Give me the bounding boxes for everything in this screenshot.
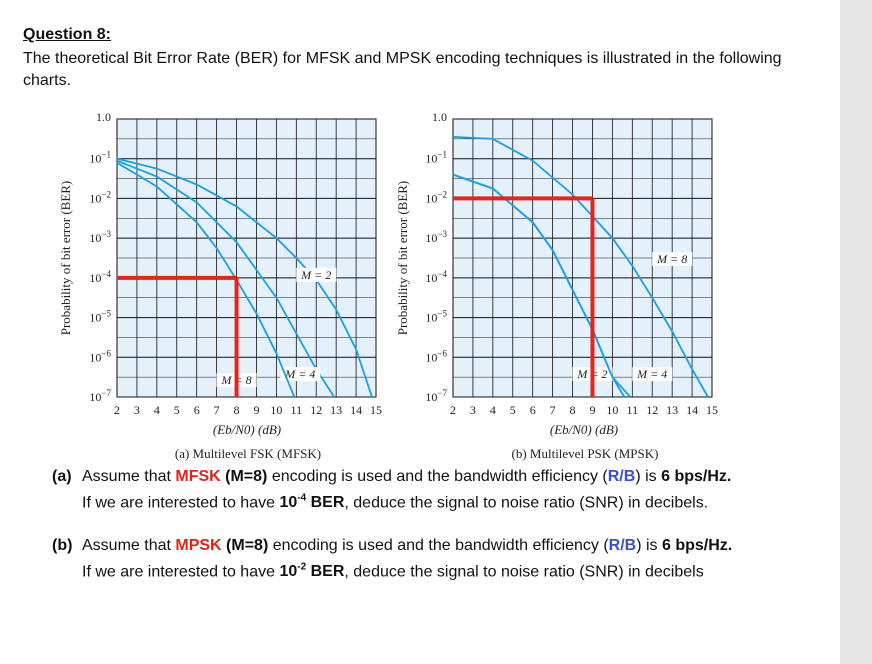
mfsk-series-m2-line [116,157,373,398]
mfsk-y-tick-label: 10−3 [89,229,111,245]
mfsk-series-label-bg [296,267,337,282]
mfsk-x-tick-label: 8 [234,403,240,417]
mfsk-x-tick-label: 4 [154,403,160,417]
mfsk-caption: (a) Multilevel FSK (MFSK) [175,446,321,461]
part-b-m: (M=8) [221,537,269,554]
mpsk-x-tick-label: 6 [530,403,536,417]
ber-charts: 2 3 4 5 6 7 8 9 10 11 12 13 14 151.010−110−210−310−41… [58,110,718,461]
mfsk-x-tick-label: 2 [114,403,120,417]
mpsk-x-tick-label: 3 [470,403,476,417]
mpsk-series-label: M = 4 [636,367,667,381]
mpsk-series-m4-line [452,173,631,398]
mpsk-x-tick-label: 4 [490,403,496,417]
mpsk-y-tick-label: 10−3 [425,229,447,245]
mpsk-y-tick-label: 10−6 [425,348,447,364]
scrollbar-track[interactable] [840,0,872,664]
part-a-ber: 10-4 BER [279,493,345,512]
mfsk-y-tick-label: 10−2 [89,189,111,205]
question-intro: The theoretical Bit Error Rate (BER) for… [23,50,782,89]
mpsk-x-tick-label: 9 [589,403,595,417]
part-a: (a) Assume that MFSK (M=8) encoding is us… [52,466,832,514]
mfsk-series-label: M = 4 [284,367,315,381]
mpsk-y-tick-label: 10−4 [425,269,447,285]
mpsk-x-tick-label: 5 [510,403,516,417]
mfsk-series-m8-line [116,161,296,398]
part-b-scheme: MPSK [175,537,222,554]
mpsk-y-tick-label: 10−2 [425,189,447,205]
mpsk-x-tick-label: 7 [550,403,556,417]
mfsk-series-label-bg [280,367,321,382]
mfsk-x-tick-label: 5 [174,403,180,417]
mfsk-x-tick-label: 9 [253,403,259,417]
mpsk-y-tick-label: 10−1 [425,150,447,166]
part-b-line2-end: , deduce the signal to noise ratio (SNR)… [344,563,704,581]
part-b-line2: If we are interested to have [82,563,280,581]
part-b-text2: encoding is used and the bandwidth effic… [268,537,609,554]
part-a-m: (M=8) [220,468,268,485]
mpsk-series-m8-line [452,136,709,398]
mpsk-series-label: M = 8 [656,252,687,266]
mfsk-x-tick-label: 14 [350,403,362,417]
mfsk-y-tick-label: 10−4 [89,269,111,285]
mfsk-x-tick-label: 11 [291,403,303,417]
part-a-line2-end: , deduce the signal to noise ratio (SNR)… [344,494,709,512]
part-a-rb: R/B [607,468,636,485]
mpsk-series-label-bg [652,251,693,266]
mpsk-x-tick-label: 8 [570,403,576,417]
part-a-tag: (a) [52,468,72,485]
mpsk-x-tick-label: 2 [450,403,456,417]
mfsk-y-tick-label: 1.0 [96,110,111,124]
part-a-eff: 6 bps/Hz. [661,468,732,485]
mfsk-y-tick-label: 10−7 [89,388,111,404]
mfsk-x-axis-title: (Eb/N0) (dB) [213,422,281,437]
mfsk-x-tick-label: 13 [330,403,342,417]
mpsk-x-tick-label: 11 [627,403,639,417]
mfsk-x-tick-label: 7 [214,403,220,417]
part-a-text: Assume that [82,468,176,485]
mpsk-x-tick-label: 14 [686,403,698,417]
mfsk-x-tick-label: 10 [270,403,282,417]
part-b-text: Assume that [82,537,176,554]
mfsk-y-axis-title: Probability of bit error (BER) [58,181,73,336]
part-b-text3: ) is [636,537,662,554]
part-b-tag: (b) [52,537,73,554]
part-a-text2: encoding is used and the bandwidth effic… [267,468,608,485]
mfsk-x-tick-label: 3 [134,403,140,417]
mfsk-y-tick-label: 10−5 [89,309,111,325]
part-b-ber: 10-2 BER [279,562,345,581]
mfsk-y-tick-label: 10−1 [89,150,111,166]
mpsk-x-tick-label: 15 [706,403,718,417]
mfsk-x-tick-label: 15 [370,403,382,417]
part-a-text3: ) is [635,468,662,485]
mpsk-x-tick-label: 10 [606,403,618,417]
mpsk-y-tick-label: 1.0 [432,110,447,124]
part-a-line2: If we are interested to have [82,494,280,512]
mpsk-series-label-bg [632,367,673,382]
mpsk-y-tick-label: 10−5 [425,309,447,325]
part-a-scheme: MFSK [175,468,221,485]
mpsk-caption: (b) Multilevel PSK (MPSK) [512,446,659,461]
part-b-rb: R/B [608,537,637,554]
mfsk-series-m4-line [116,159,335,398]
question-title: Question 8: [23,26,112,43]
mpsk-x-axis-title: (Eb/N0) (dB) [550,422,618,437]
part-b-eff: 6 bps/Hz. [662,537,733,554]
mpsk-x-tick-label: 12 [646,403,658,417]
mfsk-x-tick-label: 12 [310,403,322,417]
mpsk-y-axis-title: Probability of bit error (BER) [395,181,410,336]
mpsk-y-tick-label: 10−7 [425,388,447,404]
part-b: (b) Assume that MPSK (M=8) encoding is us… [52,535,832,583]
mfsk-x-tick-label: 6 [194,403,200,417]
mfsk-y-tick-label: 10−6 [89,348,111,364]
mpsk-x-tick-label: 13 [666,403,678,417]
mfsk-series-label: M = 2 [300,268,331,282]
